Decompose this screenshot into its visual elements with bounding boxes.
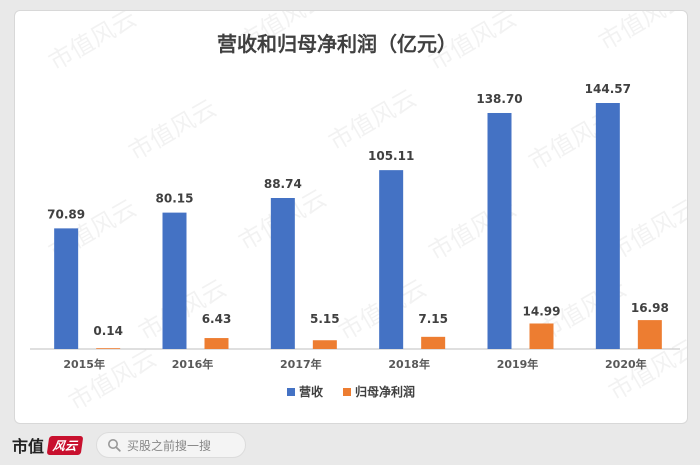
brand-text: 市值 [12,437,45,456]
footer-bar: 市值 风云 买股之前搜一搜 [0,425,700,465]
legend-swatch-net-profit [343,388,351,396]
watermark-text: 市值风云 [124,94,221,166]
x-tick-label: 2019年 [497,357,539,371]
revenue-bar [270,198,295,349]
revenue-data-label: 70.89 [47,207,85,221]
net-profit-bar [421,336,446,349]
x-tick-label: 2018年 [388,357,430,371]
net-profit-data-label: 5.15 [310,312,340,326]
x-tick-label: 2016年 [172,357,214,371]
legend-label-revenue: 营收 [299,384,323,399]
search-box[interactable]: 买股之前搜一搜 [96,432,247,458]
search-placeholder: 买股之前搜一搜 [127,438,212,453]
watermark-text: 市值风云 [64,344,161,416]
revenue-data-label: 138.70 [476,92,522,106]
chart-title: 营收和归母净利润（亿元） [217,32,457,56]
watermark-text: 市值风云 [324,84,421,156]
x-tick-label: 2015年 [63,357,105,371]
net-profit-bar [637,320,662,349]
net-profit-bar [204,338,229,349]
search-icon [108,439,121,452]
revenue-bar [162,212,187,349]
legend-swatch-revenue [287,388,295,396]
net-profit-bar [312,340,337,349]
net-profit-data-label: 14.99 [523,304,561,318]
revenue-data-label: 88.74 [264,177,302,191]
x-tick-label: 2020年 [605,357,647,371]
watermark-text: 市值风云 [594,11,687,56]
brand-mark: 风云 [46,435,84,455]
revenue-bar [379,170,404,349]
watermark-text: 市值风云 [44,11,141,76]
chart-card: 市值风云 市值风云 市值风云 市值风云 市值风云 市值风云 市值风云 市值风云 市值风云 市值风云… [14,10,688,424]
net-profit-bar [96,348,121,349]
net-profit-data-label: 7.15 [418,312,448,326]
revenue-bar [487,112,512,350]
legend-label-net-profit: 归母净利润 [355,384,415,399]
net-profit-data-label: 16.98 [631,301,669,315]
net-profit-data-label: 0.14 [93,324,123,338]
net-profit-data-label: 6.43 [202,312,232,326]
brand-logo[interactable]: 市值 风云 [12,433,84,457]
revenue-bar [595,103,620,349]
revenue-bar [54,228,79,349]
revenue-data-label: 80.15 [156,192,194,206]
net-profit-bar [529,323,554,349]
revenue-data-label: 144.57 [585,82,631,96]
revenue-data-label: 105.11 [368,149,414,163]
x-tick-label: 2017年 [280,357,322,371]
